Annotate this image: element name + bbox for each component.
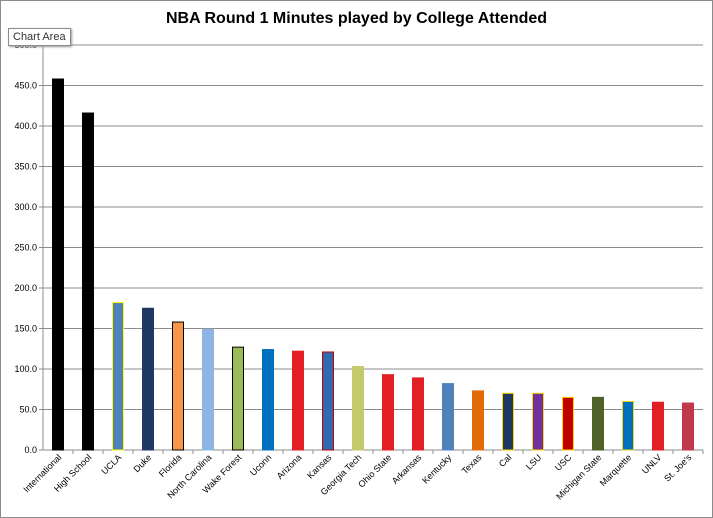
x-tick-label: UNLV <box>640 452 664 476</box>
x-tick-label: Arizona <box>275 452 304 481</box>
y-tick-label: 150.0 <box>14 324 37 334</box>
bar <box>202 328 214 451</box>
bar <box>562 396 574 451</box>
bar <box>142 307 154 451</box>
bar <box>532 392 544 451</box>
bar <box>82 112 94 451</box>
x-tick-label: Texas <box>460 452 484 476</box>
y-tick-label: 250.0 <box>14 243 37 253</box>
bar <box>52 78 64 451</box>
bar <box>382 374 394 451</box>
x-tick-label: St. Joe's <box>662 452 694 484</box>
y-tick-label: 350.0 <box>14 162 37 172</box>
y-tick-label: 300.0 <box>14 202 37 212</box>
x-tick-label: Florida <box>157 452 184 479</box>
y-tick-label: 200.0 <box>14 283 37 293</box>
x-tick-label: Duke <box>131 452 153 474</box>
bar <box>172 321 184 451</box>
bar <box>112 302 124 451</box>
bar <box>622 400 634 451</box>
bar <box>472 390 484 451</box>
x-tick-label: LSU <box>524 452 543 471</box>
x-tick-label: USC <box>553 452 574 473</box>
bar <box>262 349 274 451</box>
x-tick-label: Uconn <box>248 452 273 477</box>
x-tick-label: Cal <box>497 452 514 469</box>
x-tick-label: Marquette <box>598 452 634 488</box>
bar <box>442 383 454 451</box>
y-tick-label: 0.0 <box>24 445 37 455</box>
y-tick-label: 450.0 <box>14 81 37 91</box>
bar <box>652 401 664 451</box>
x-tick-label: Arkansas <box>390 452 424 486</box>
y-tick-label: 400.0 <box>14 121 37 131</box>
bar <box>412 377 424 451</box>
bar <box>232 346 244 451</box>
chart-area-tooltip: Chart Area <box>8 28 71 46</box>
x-tick-label: Kansas <box>305 452 334 481</box>
chart-title: NBA Round 1 Minutes played by College At… <box>165 10 548 27</box>
bar <box>682 402 694 451</box>
y-tick-label: 50.0 <box>19 405 37 415</box>
x-tick-label: Kentucky <box>420 452 454 486</box>
bar <box>592 396 604 451</box>
bar <box>322 351 334 451</box>
bar <box>352 366 364 451</box>
bar <box>292 350 304 451</box>
x-tick-label: UCLA <box>99 452 123 476</box>
y-tick-label: 100.0 <box>14 364 37 374</box>
bar <box>502 392 514 451</box>
